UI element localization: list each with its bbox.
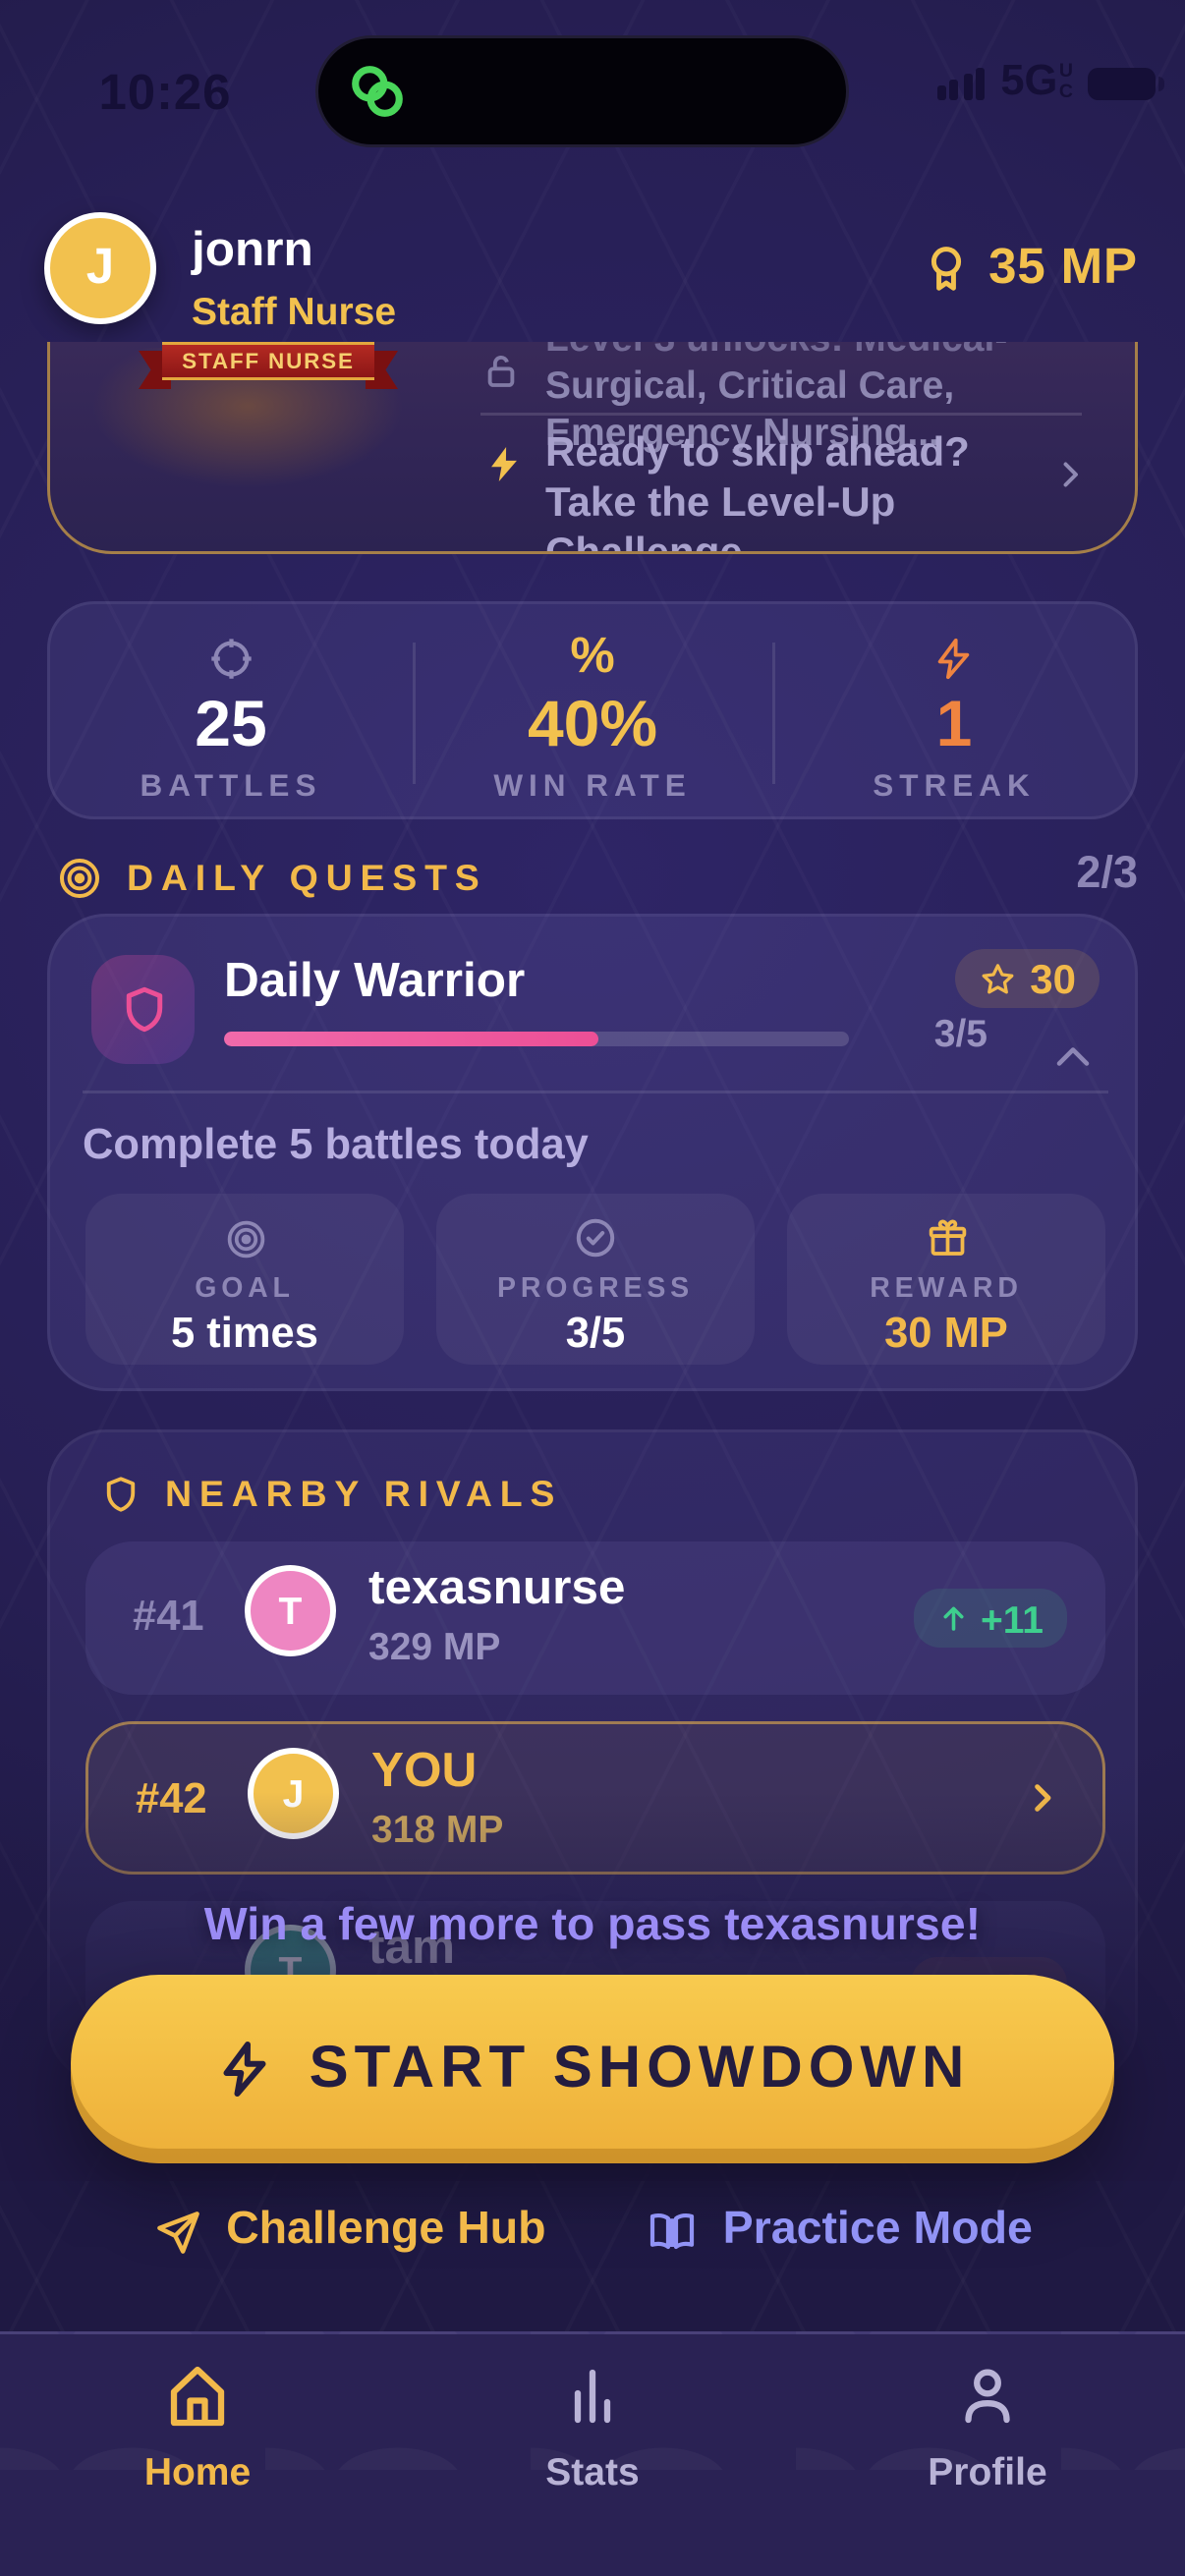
star-icon [980, 960, 1018, 998]
badge-glow [50, 348, 463, 542]
daily-quests-title: DAILY QUESTS [127, 858, 487, 899]
quest-progress-cell: PROGRESS 3/5 [436, 1194, 755, 1365]
check-circle-icon [572, 1214, 619, 1261]
medal-icon [921, 242, 974, 295]
levelup-challenge-text: Ready to skip ahead? Take the Level-Up C… [545, 427, 970, 554]
rival-rank: #41 [133, 1595, 204, 1642]
rival-row-you[interactable]: #42 J YOU 318 MP [85, 1721, 1105, 1875]
target-icon [56, 855, 103, 902]
bolt-icon [932, 631, 977, 684]
link-rings-icon [345, 59, 410, 124]
rank-change-badge: +11 [912, 1589, 1067, 1648]
chevron-right-icon[interactable] [1023, 1774, 1061, 1821]
lock-icon [480, 351, 522, 392]
stats-card: 25 BATTLES % 40% WIN RATE 1 STREAK [47, 601, 1138, 819]
tab-profile[interactable]: Profile [790, 2334, 1185, 2576]
stat-streak: 1 STREAK [773, 604, 1135, 816]
tab-bar: Home Stats Profile [0, 2331, 1185, 2576]
bolt-icon [215, 2034, 274, 2104]
paper-plane-icon [156, 2210, 198, 2253]
chevron-up-icon[interactable] [1052, 1043, 1094, 1070]
rank-card[interactable]: STAFF NURSE Level 3 unlocks: Medical-Sur… [47, 342, 1138, 554]
quest-progress-bar [224, 1032, 849, 1046]
gift-icon [925, 1214, 969, 1261]
target-icon [223, 1214, 267, 1261]
rival-avatar: J [248, 1748, 339, 1839]
rival-mp: 318 MP [371, 1807, 504, 1851]
rival-name: YOU [371, 1745, 478, 1798]
divider [480, 413, 1082, 416]
percent-icon: % [570, 628, 615, 684]
quest-progress-label: 3/5 [933, 1011, 988, 1055]
challenge-hub-link[interactable]: Challenge Hub [152, 2205, 546, 2258]
daily-quests-header: DAILY QUESTS [56, 855, 487, 902]
streak-value: 1 [935, 687, 973, 760]
profile-icon [965, 2369, 1010, 2424]
quick-links: Challenge Hub Practice Mode [0, 2205, 1185, 2258]
quest-description: Complete 5 battles today [83, 1123, 589, 1170]
arrow-up-icon [942, 1606, 963, 1631]
dynamic-island[interactable] [315, 35, 849, 147]
bar-chart-icon [574, 2369, 611, 2424]
tab-stats[interactable]: Stats [395, 2334, 790, 2576]
rival-mp: 329 MP [368, 1624, 501, 1668]
win-rate-label: WIN RATE [493, 769, 692, 805]
avatar[interactable]: J [44, 212, 156, 324]
win-rate-value: 40% [527, 687, 658, 760]
tab-home[interactable]: Home [0, 2334, 395, 2576]
streak-label: STREAK [873, 769, 1036, 805]
mp-counter[interactable]: 35 MP [921, 239, 1138, 298]
battles-label: BATTLES [140, 769, 322, 805]
shield-icon [100, 1471, 141, 1518]
quests-completed-count: 2/3 [1076, 849, 1138, 899]
rival-row-texasnurse[interactable]: #41 T texasnurse 329 MP +11 [85, 1541, 1105, 1695]
rival-rank: #42 [136, 1777, 207, 1824]
chevron-right-icon[interactable] [1052, 454, 1088, 495]
stat-win-rate: % 40% WIN RATE [412, 604, 773, 816]
rival-avatar: T [245, 1565, 336, 1656]
battles-value: 25 [195, 687, 267, 760]
quest-goal-cell: GOAL 5 times [85, 1194, 404, 1365]
mp-value: 35 MP [988, 239, 1138, 295]
quest-reward-cell: REWARD 30 MP [787, 1194, 1105, 1365]
start-showdown-button[interactable]: START SHOWDOWN [71, 1975, 1114, 2163]
rank-ribbon: STAFF NURSE [139, 342, 398, 389]
unlock-requirements-text: Level 3 unlocks: Medical-Surgical, Criti… [545, 342, 1007, 454]
quest-detail-cells: GOAL 5 times PROGRESS 3/5 REWARD 30 MP [85, 1194, 1105, 1365]
open-book-icon [650, 2212, 695, 2250]
rival-name: texasnurse [368, 1562, 626, 1615]
stat-battles: 25 BATTLES [50, 604, 412, 816]
divider [83, 1091, 1108, 1093]
bolt-icon [483, 442, 525, 486]
home-icon [170, 2366, 225, 2427]
rank-ribbon-label: STAFF NURSE [162, 342, 374, 380]
quest-progress-fill [224, 1032, 599, 1046]
practice-mode-link[interactable]: Practice Mode [647, 2205, 1033, 2258]
rival-hint-text: Win a few more to pass texasnurse! [203, 1901, 982, 1951]
crosshair-icon [205, 631, 255, 684]
start-showdown-label: START SHOWDOWN [309, 2035, 971, 2100]
battery-icon [1088, 66, 1164, 100]
quest-title: Daily Warrior [224, 955, 526, 1008]
username: jonrn [192, 224, 313, 277]
quest-reward-badge: 30 [956, 949, 1100, 1008]
rivals-title: NEARBY RIVALS [165, 1474, 563, 1515]
signal-icon [936, 67, 987, 100]
status-time: 10:26 [98, 65, 232, 121]
rivals-header: NEARBY RIVALS [100, 1471, 562, 1518]
user-role: Staff Nurse [192, 289, 397, 333]
quest-card[interactable]: Daily Warrior 30 3/5 Complete 5 battles … [47, 914, 1138, 1391]
quest-icon-tile [91, 955, 195, 1064]
quest-reward-points: 30 [1030, 955, 1076, 1002]
